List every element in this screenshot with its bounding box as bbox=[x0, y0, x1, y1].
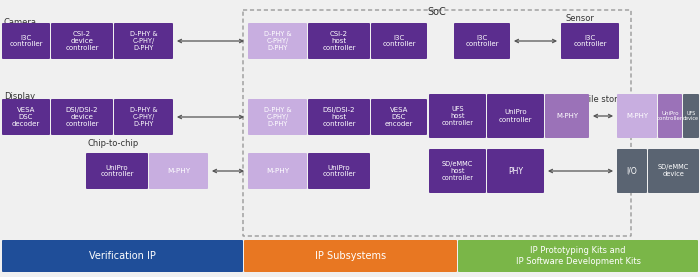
FancyBboxPatch shape bbox=[371, 99, 427, 135]
Text: I3C
controller: I3C controller bbox=[466, 35, 498, 47]
Text: UniPro
controller: UniPro controller bbox=[498, 109, 532, 122]
FancyBboxPatch shape bbox=[248, 153, 307, 189]
FancyBboxPatch shape bbox=[2, 23, 50, 59]
Text: I/O: I/O bbox=[626, 166, 638, 176]
FancyBboxPatch shape bbox=[244, 240, 457, 272]
Text: Display: Display bbox=[4, 92, 35, 101]
FancyBboxPatch shape bbox=[86, 153, 148, 189]
FancyBboxPatch shape bbox=[371, 23, 427, 59]
FancyBboxPatch shape bbox=[648, 149, 699, 193]
FancyBboxPatch shape bbox=[2, 99, 50, 135]
Text: M-PHY: M-PHY bbox=[556, 113, 578, 119]
FancyBboxPatch shape bbox=[51, 99, 113, 135]
Text: D-PHY &
C-PHY/
D-PHY: D-PHY & C-PHY/ D-PHY bbox=[130, 31, 158, 51]
Text: SoC: SoC bbox=[428, 7, 447, 17]
Text: UFS
device: UFS device bbox=[683, 111, 699, 121]
Text: I3C
controller: I3C controller bbox=[573, 35, 607, 47]
FancyBboxPatch shape bbox=[308, 153, 370, 189]
FancyBboxPatch shape bbox=[308, 23, 370, 59]
FancyBboxPatch shape bbox=[114, 99, 173, 135]
Text: Chip-to-chip: Chip-to-chip bbox=[87, 139, 139, 148]
FancyBboxPatch shape bbox=[51, 23, 113, 59]
FancyBboxPatch shape bbox=[683, 94, 699, 138]
FancyBboxPatch shape bbox=[545, 94, 589, 138]
Text: CSI-2
device
controller: CSI-2 device controller bbox=[65, 31, 99, 51]
FancyBboxPatch shape bbox=[487, 149, 544, 193]
FancyBboxPatch shape bbox=[454, 23, 510, 59]
FancyBboxPatch shape bbox=[487, 94, 544, 138]
Text: SD/eMMC
device: SD/eMMC device bbox=[658, 165, 690, 178]
FancyBboxPatch shape bbox=[2, 240, 243, 272]
Text: I3C
controller: I3C controller bbox=[9, 35, 43, 47]
Text: SD/eMMC
host
controller: SD/eMMC host controller bbox=[442, 161, 473, 181]
FancyBboxPatch shape bbox=[114, 23, 173, 59]
FancyBboxPatch shape bbox=[617, 94, 657, 138]
Text: UniPro
controller: UniPro controller bbox=[657, 111, 683, 121]
Text: M-PHY: M-PHY bbox=[266, 168, 289, 174]
Text: Verification IP: Verification IP bbox=[89, 251, 156, 261]
Text: VESA
DSC
decoder: VESA DSC decoder bbox=[12, 107, 40, 127]
Text: IP Subsystems: IP Subsystems bbox=[315, 251, 386, 261]
FancyBboxPatch shape bbox=[308, 99, 370, 135]
FancyBboxPatch shape bbox=[561, 23, 619, 59]
FancyBboxPatch shape bbox=[429, 149, 486, 193]
Text: D-PHY &
C-PHY/
D-PHY: D-PHY & C-PHY/ D-PHY bbox=[130, 107, 158, 127]
Text: UniPro
controller: UniPro controller bbox=[100, 165, 134, 178]
Text: VESA
DSC
encoder: VESA DSC encoder bbox=[385, 107, 413, 127]
Text: Camera: Camera bbox=[4, 18, 37, 27]
Text: DSI/DSI-2
device
controller: DSI/DSI-2 device controller bbox=[65, 107, 99, 127]
FancyBboxPatch shape bbox=[658, 94, 682, 138]
Text: M-PHY: M-PHY bbox=[626, 113, 648, 119]
FancyBboxPatch shape bbox=[248, 23, 307, 59]
Text: PHY: PHY bbox=[508, 166, 523, 176]
Text: DSI/DSI-2
host
controller: DSI/DSI-2 host controller bbox=[322, 107, 356, 127]
Text: UniPro
controller: UniPro controller bbox=[322, 165, 356, 178]
Text: Mobile storage: Mobile storage bbox=[571, 95, 634, 104]
Text: M-PHY: M-PHY bbox=[167, 168, 190, 174]
Text: D-PHY &
C-PHY/
D-PHY: D-PHY & C-PHY/ D-PHY bbox=[264, 31, 291, 51]
FancyBboxPatch shape bbox=[429, 94, 486, 138]
Text: D-PHY &
C-PHY/
D-PHY: D-PHY & C-PHY/ D-PHY bbox=[264, 107, 291, 127]
FancyBboxPatch shape bbox=[617, 149, 647, 193]
FancyBboxPatch shape bbox=[149, 153, 208, 189]
FancyBboxPatch shape bbox=[458, 240, 698, 272]
Text: I3C
controller: I3C controller bbox=[382, 35, 416, 47]
Text: IP Prototyping Kits and
IP Software Development Kits: IP Prototyping Kits and IP Software Deve… bbox=[515, 246, 641, 266]
FancyBboxPatch shape bbox=[248, 99, 307, 135]
Text: CSI-2
host
controller: CSI-2 host controller bbox=[322, 31, 356, 51]
Text: Sensor: Sensor bbox=[565, 14, 594, 23]
Text: UFS
host
controller: UFS host controller bbox=[442, 106, 473, 126]
